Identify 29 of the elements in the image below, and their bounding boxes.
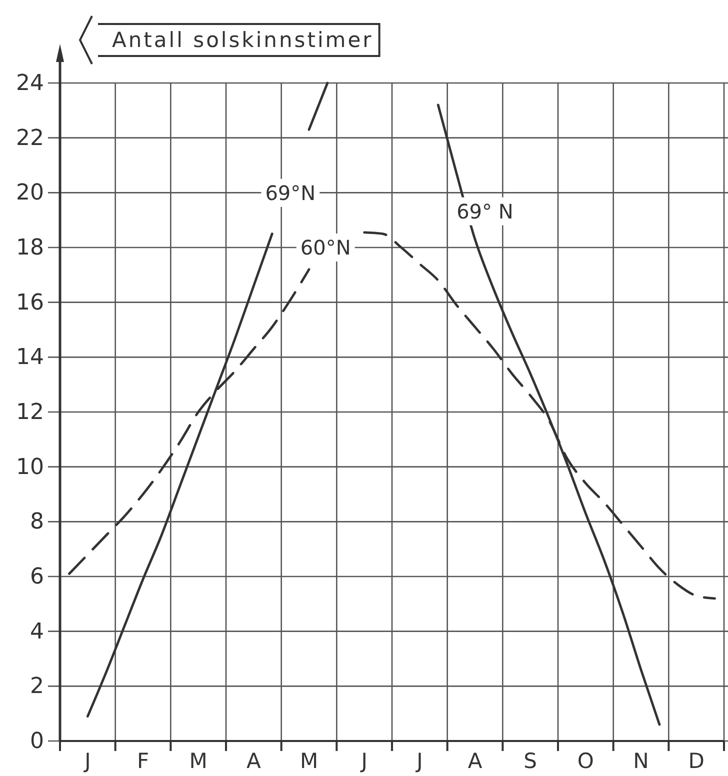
y-tick-label: 20 — [16, 180, 44, 206]
y-tick-label: 16 — [16, 290, 44, 316]
annotation: 69°N — [265, 180, 316, 205]
y-tick-label: 18 — [16, 236, 44, 261]
y-tick-label: 24 — [16, 71, 44, 96]
x-tick-label: M — [189, 748, 208, 773]
x-tick-label: J — [359, 748, 368, 773]
y-axis-title: Antall solskinnstimer — [112, 28, 374, 52]
x-tick-label: O — [577, 748, 594, 773]
x-tick-label: A — [246, 748, 262, 773]
x-tick-label: F — [136, 748, 150, 773]
x-tick-label: D — [688, 748, 704, 773]
y-tick-label: 8 — [30, 510, 44, 535]
y-tick-label: 0 — [30, 729, 44, 754]
x-tick-label: S — [524, 748, 538, 773]
x-tick-label: N — [633, 748, 649, 773]
annotation: 60°N — [300, 236, 351, 260]
y-tick-label: 12 — [16, 400, 44, 426]
x-tick-label: M — [300, 748, 318, 773]
annotation: 69° N — [456, 199, 514, 224]
y-tick-label: 14 — [16, 345, 44, 370]
y-tick-label: 2 — [30, 674, 44, 700]
y-tick-label: 6 — [30, 564, 44, 590]
y-tick-label: 22 — [16, 126, 44, 151]
x-tick-label: J — [414, 748, 423, 773]
y-tick-label: 4 — [30, 619, 44, 644]
x-tick-label: A — [468, 748, 483, 773]
y-tick-label: 10 — [16, 454, 44, 480]
x-tick-label: J — [82, 748, 91, 773]
